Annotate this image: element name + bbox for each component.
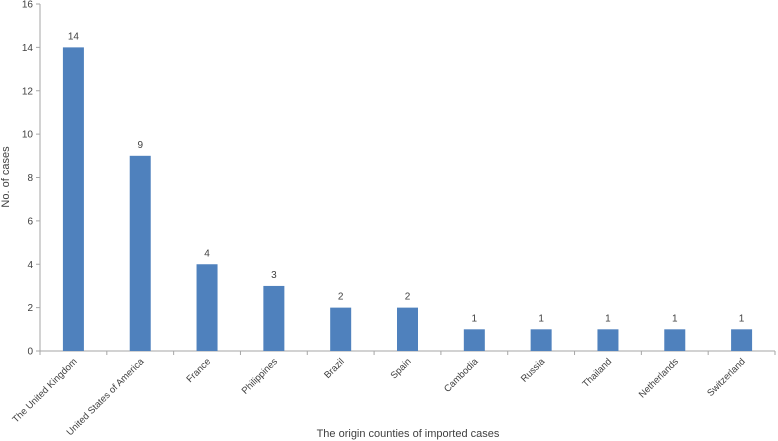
- data-label: 1: [739, 313, 745, 324]
- data-labels: 14 9 4 3 2 2 1 1 1 1 1: [68, 31, 745, 324]
- bar: [263, 285, 285, 351]
- y-tick-label: 2: [27, 303, 33, 314]
- data-label: 2: [338, 292, 344, 303]
- bar: [62, 47, 84, 351]
- data-label: 2: [405, 292, 411, 303]
- category-label: Thailand: [581, 356, 615, 390]
- category-label: Netherlands: [637, 356, 681, 400]
- category-label: Cambodia: [442, 356, 481, 395]
- y-tick-label: 16: [22, 0, 34, 11]
- data-label: 1: [605, 313, 611, 324]
- bars: [62, 47, 753, 351]
- y-tick-label: 4: [27, 260, 33, 271]
- data-label: 1: [472, 313, 478, 324]
- bar: [731, 329, 753, 351]
- bar: [530, 329, 552, 351]
- y-tick-label: 12: [22, 86, 34, 97]
- bar: [463, 329, 485, 351]
- category-label: United States of America: [65, 356, 147, 438]
- data-label: 9: [137, 140, 143, 151]
- bar: [129, 155, 151, 351]
- data-label: 1: [538, 313, 544, 324]
- bar: [397, 307, 418, 351]
- category-label: The United Kingdom: [11, 356, 80, 425]
- category-label: Brazil: [322, 356, 347, 381]
- bar: [196, 264, 218, 351]
- y-axis: 0 2 4 6 8 10 12 14 16: [22, 0, 41, 358]
- category-label: Spain: [389, 356, 414, 381]
- data-label: 14: [68, 31, 80, 42]
- data-label: 3: [271, 270, 277, 281]
- y-axis-title: No. of cases: [0, 146, 12, 208]
- y-tick-label: 8: [27, 173, 33, 184]
- data-label: 1: [672, 313, 678, 324]
- y-tick-label: 10: [22, 130, 34, 141]
- x-axis: [39, 350, 776, 355]
- category-label: Switzerland: [705, 356, 748, 399]
- category-label: France: [184, 356, 213, 385]
- x-axis-title: The origin counties of imported cases: [317, 428, 500, 440]
- y-tick-label: 14: [22, 43, 34, 54]
- bar: [597, 329, 619, 351]
- category-label: Philippines: [240, 356, 280, 396]
- data-label: 4: [204, 248, 210, 259]
- category-label: Russia: [519, 356, 548, 385]
- bar: [664, 329, 686, 351]
- bar: [330, 307, 352, 351]
- y-tick-label: 0: [27, 347, 33, 358]
- y-tick-label: 6: [27, 216, 33, 227]
